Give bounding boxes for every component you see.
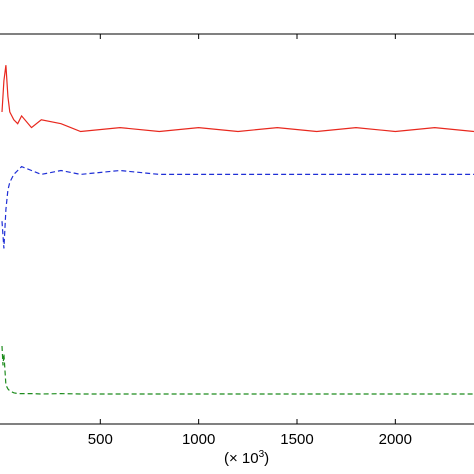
x-multiplier-exponent: 3 bbox=[259, 449, 265, 460]
series-line-2 bbox=[1, 165, 474, 249]
series-layer bbox=[1, 65, 474, 395]
x-multiplier-label: (× 103) bbox=[224, 449, 269, 467]
x-tick-label: 1500 bbox=[280, 431, 313, 448]
ticks-layer: 500 1000 1500 2000 bbox=[88, 34, 412, 448]
x-tick-label: 500 bbox=[88, 431, 113, 448]
series-line-3 bbox=[1, 345, 474, 395]
x-tick-label: 2000 bbox=[379, 431, 412, 448]
x-tick-label: 1000 bbox=[182, 431, 215, 448]
x-multiplier-close: ) bbox=[264, 450, 269, 467]
series-line-1 bbox=[1, 65, 474, 133]
plot-area bbox=[0, 34, 474, 424]
